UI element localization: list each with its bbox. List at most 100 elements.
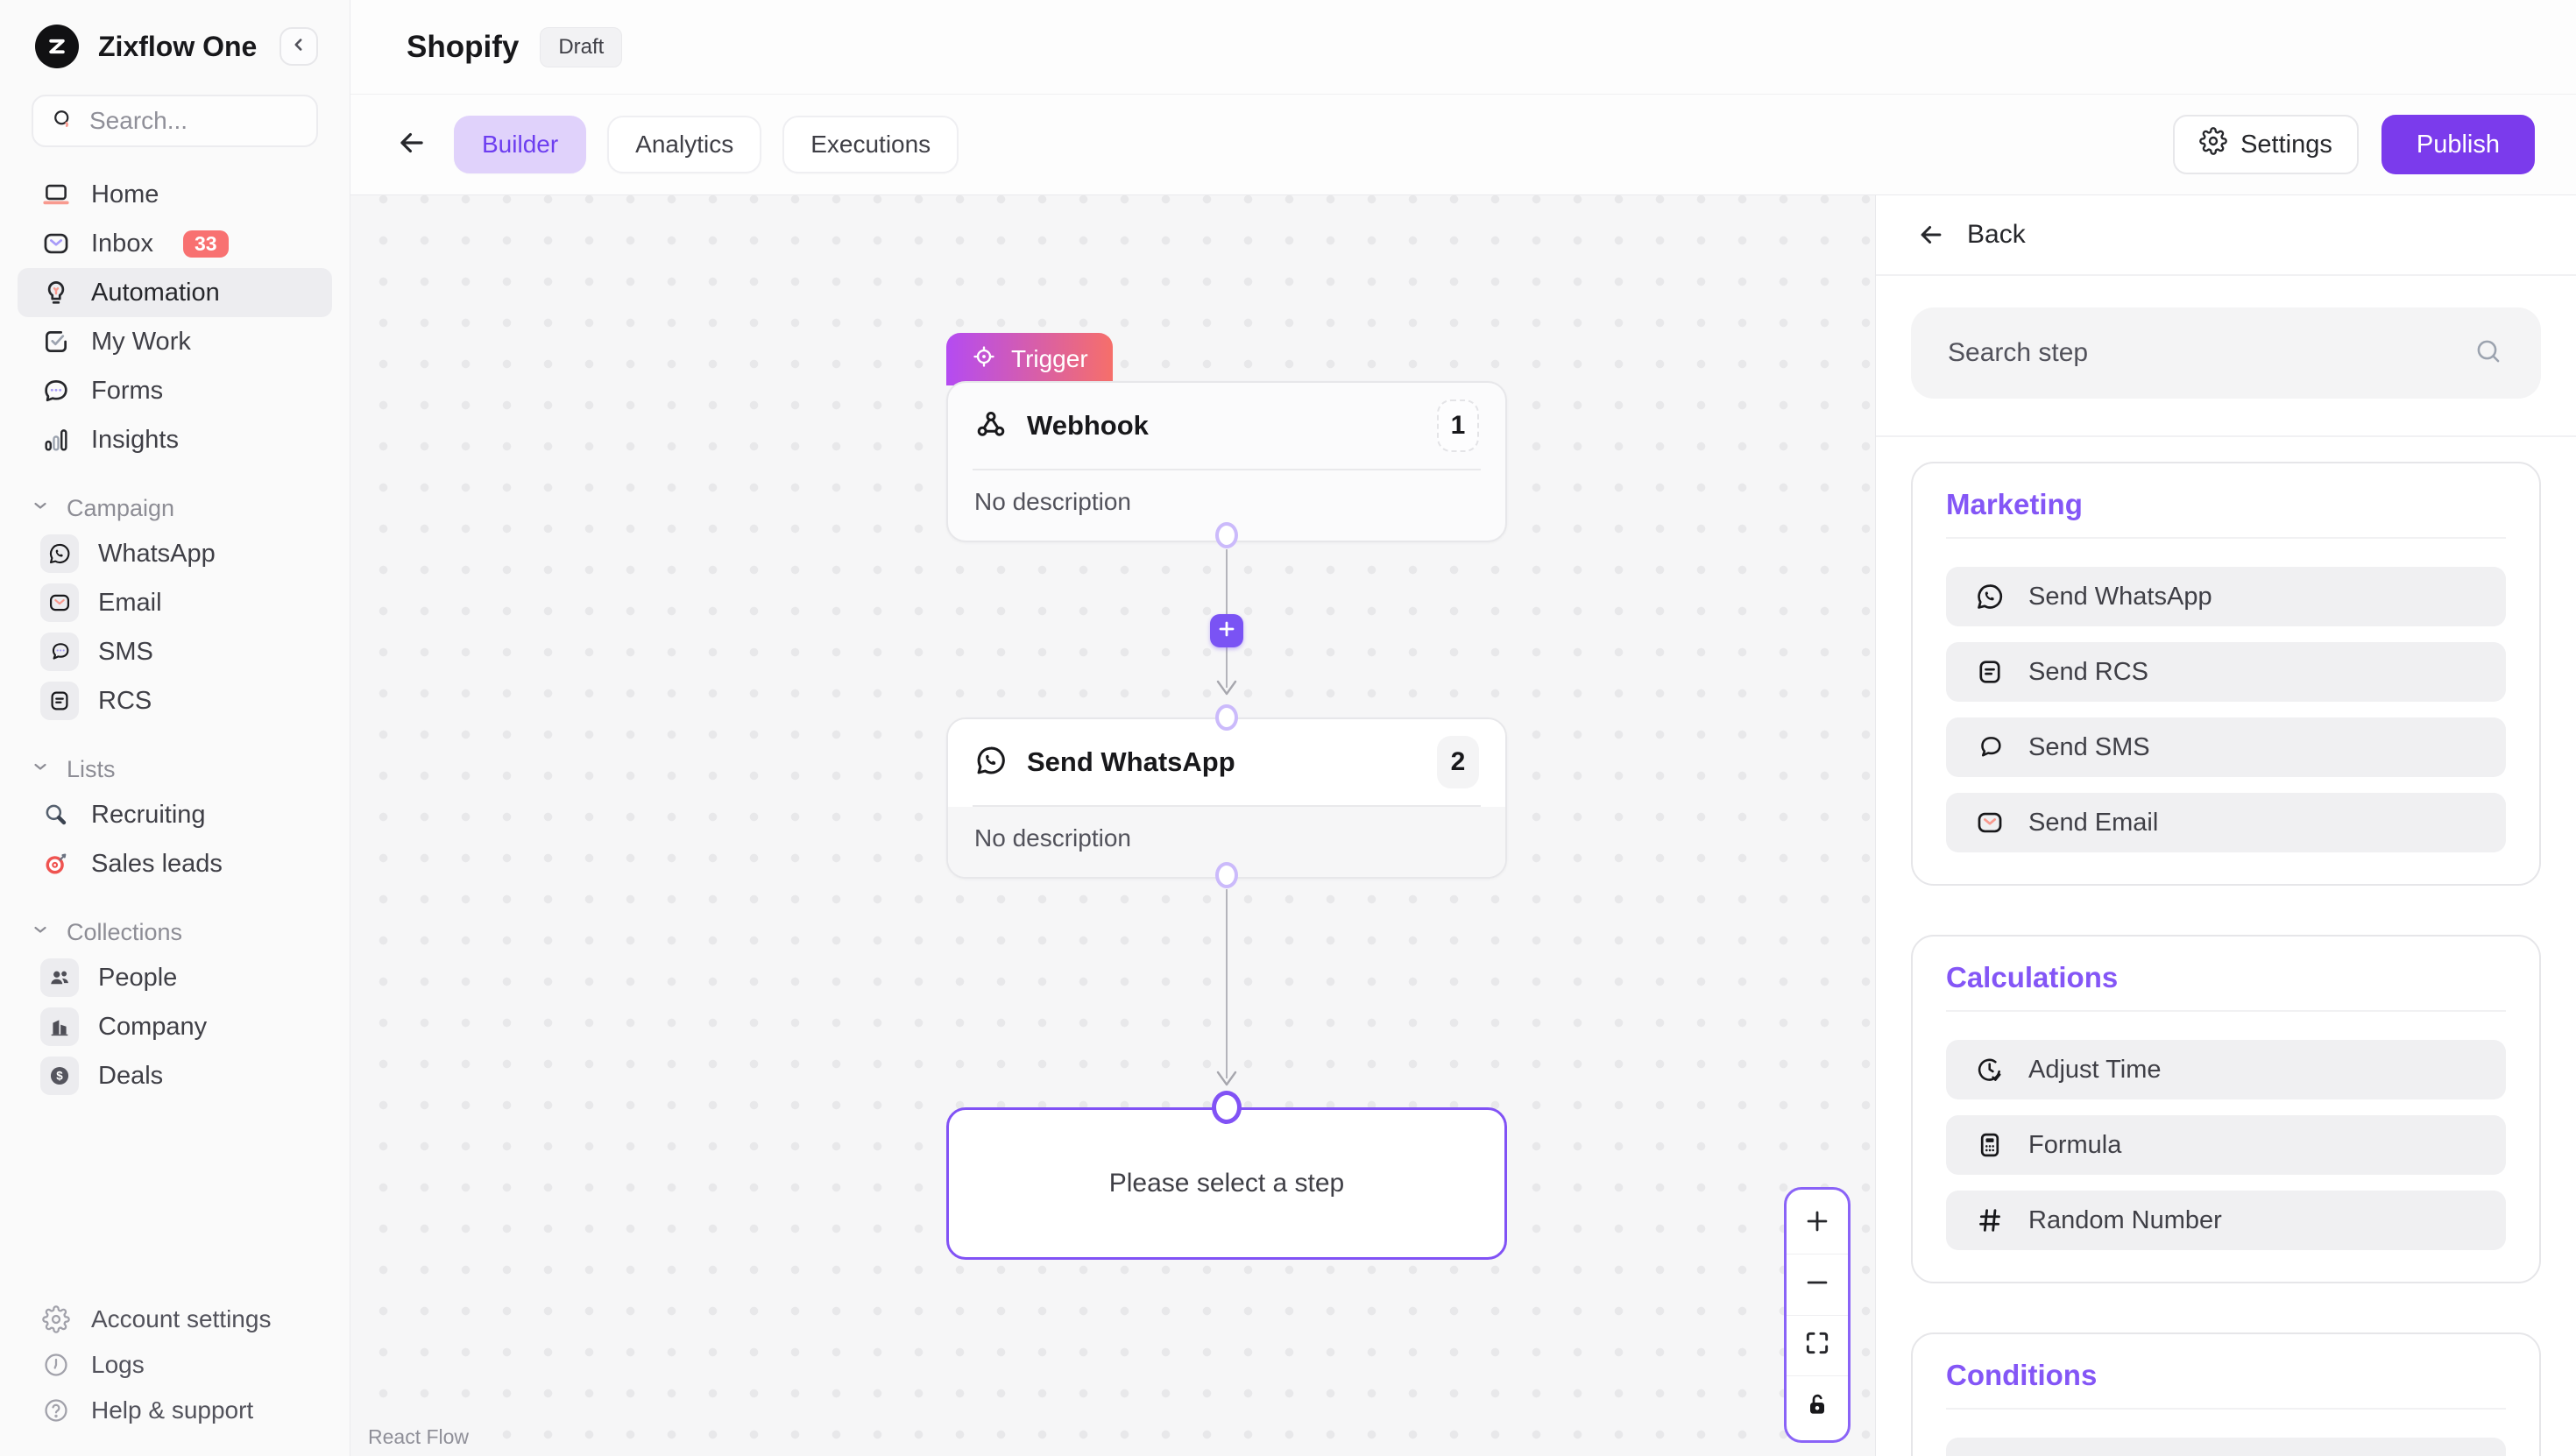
sidebar-item-insights[interactable]: Insights (18, 415, 332, 464)
section-header-lists[interactable]: Lists (18, 748, 332, 790)
page-title: Shopify (407, 29, 520, 64)
sidebar-item-forms[interactable]: Forms (18, 366, 332, 415)
workspace-name: Zixflow One (98, 30, 258, 62)
zixflow-logo (35, 25, 79, 68)
sidebar-item-recruiting[interactable]: Recruiting (18, 790, 332, 839)
back-button[interactable] (393, 125, 431, 164)
whatsapp-icon (974, 744, 1008, 781)
sidebar-item-people[interactable]: People (18, 953, 332, 1002)
sidebar-item-email[interactable]: Email (18, 578, 332, 627)
sidebar-section-lists: Lists Recruiting Sales leads (0, 748, 350, 888)
sidebar-item-label: People (98, 963, 178, 992)
step-item-label: Random Number (2028, 1205, 2222, 1234)
bar-chart-icon (40, 424, 72, 456)
node-title: Send WhatsApp (1027, 746, 1235, 777)
sidebar-item-inbox[interactable]: Inbox 33 (18, 219, 332, 268)
email-icon (1974, 807, 2006, 838)
add-step-button[interactable] (1210, 614, 1243, 647)
sidebar-nav: Home Inbox 33 Automation My Work (0, 170, 350, 464)
group-title: Conditions (1946, 1359, 2098, 1391)
divider (1946, 1010, 2506, 1012)
inbox-count-badge: 33 (182, 230, 229, 258)
fit-view-button[interactable] (1787, 1315, 1848, 1377)
divider (1946, 537, 2506, 539)
panel-back-row[interactable]: Back (1876, 195, 2576, 276)
node-webhook[interactable]: Webhook 1 No description (946, 381, 1507, 542)
search-input[interactable] (89, 107, 299, 135)
sidebar-item-my-work[interactable]: My Work (18, 317, 332, 366)
gear-icon (40, 1304, 72, 1335)
group-calculations: Calculations Adjust Time (1911, 935, 2541, 1283)
section-label: Collections (67, 918, 183, 945)
sidebar-search (32, 95, 318, 147)
trigger-badge-label: Trigger (1011, 345, 1088, 372)
sidebar-item-label: Recruiting (91, 800, 206, 829)
sidebar-item-sms[interactable]: SMS (18, 627, 332, 676)
section-header-campaign[interactable]: Campaign (18, 487, 332, 529)
sidebar-collapse-button[interactable] (280, 27, 318, 66)
node-header: Webhook 1 (948, 383, 1505, 469)
sidebar-item-logs[interactable]: Logs (18, 1342, 332, 1388)
sidebar-item-home[interactable]: Home (18, 170, 332, 219)
publish-button[interactable]: Publish (2381, 115, 2535, 174)
sidebar-item-sales-leads[interactable]: Sales leads (18, 839, 332, 888)
sidebar-item-account-settings[interactable]: Account settings (18, 1297, 332, 1342)
node-title: Webhook (1027, 410, 1149, 441)
target-handle-whatsapp[interactable] (1215, 704, 1238, 731)
settings-button[interactable]: Settings (2173, 115, 2359, 174)
react-flow-attribution[interactable]: React Flow (359, 1424, 478, 1451)
sidebar-item-rcs[interactable]: RCS (18, 676, 332, 725)
whatsapp-icon (1974, 581, 2006, 612)
sidebar-item-deals[interactable]: $ Deals (18, 1051, 332, 1100)
step-item-random-number[interactable]: Random Number (1946, 1191, 2506, 1250)
sidebar-item-help-support[interactable]: Help & support (18, 1388, 332, 1433)
sms-bubble-icon (1974, 732, 2006, 763)
sidebar: Zixflow One Home (0, 0, 350, 1456)
view-tabs: Builder Analytics Executions (454, 116, 959, 173)
node-step-placeholder[interactable]: Please select a step (946, 1107, 1507, 1260)
sidebar-item-label: Deals (98, 1061, 164, 1090)
sidebar-item-whatsapp[interactable]: WhatsApp (18, 529, 332, 578)
group-items: If / else (1946, 1438, 2506, 1456)
tab-builder[interactable]: Builder (454, 116, 587, 173)
step-item-formula[interactable]: Formula (1946, 1115, 2506, 1175)
step-item-send-rcs[interactable]: Send RCS (1946, 642, 2506, 702)
source-handle-whatsapp[interactable] (1215, 862, 1238, 888)
webhook-icon (974, 407, 1008, 445)
magnifier-emoji-icon (40, 799, 72, 830)
edge-arrowhead-icon (1214, 679, 1240, 703)
sidebar-footer: Account settings Logs Help & support (0, 1297, 350, 1433)
sidebar-item-automation[interactable]: Automation (18, 268, 332, 317)
step-item-send-whatsapp[interactable]: Send WhatsApp (1946, 567, 2506, 626)
step-item-if-else[interactable]: If / else (1946, 1438, 2506, 1456)
section-label: Lists (67, 755, 116, 782)
sidebar-item-company[interactable]: Company (18, 1002, 332, 1051)
source-handle-webhook[interactable] (1215, 522, 1238, 548)
flow-canvas[interactable]: Trigger Webhook 1 No description (350, 195, 1875, 1456)
group-title: Marketing (1946, 488, 2083, 520)
step-item-label: Send WhatsApp (2028, 582, 2212, 611)
group-items: Send WhatsApp Send RCS (1946, 567, 2506, 852)
step-item-adjust-time[interactable]: Adjust Time (1946, 1040, 2506, 1099)
node-send-whatsapp[interactable]: Send WhatsApp 2 No description (946, 717, 1507, 879)
lock-button[interactable] (1787, 1376, 1848, 1437)
node-divider (973, 805, 1481, 807)
node-divider (973, 469, 1481, 470)
step-item-send-email[interactable]: Send Email (1946, 793, 2506, 852)
tab-executions[interactable]: Executions (782, 116, 959, 173)
step-item-send-sms[interactable]: Send SMS (1946, 717, 2506, 777)
section-header-collections[interactable]: Collections (18, 911, 332, 953)
zoom-in-button[interactable] (1787, 1193, 1848, 1255)
sidebar-item-label: Home (91, 180, 159, 209)
target-handle-placeholder[interactable] (1212, 1091, 1242, 1124)
sidebar-item-label: WhatsApp (98, 539, 216, 568)
tab-analytics[interactable]: Analytics (607, 116, 762, 173)
search-icon (51, 107, 75, 136)
step-search (1911, 307, 2541, 399)
minus-icon (1802, 1268, 1832, 1302)
sms-bubble-icon (40, 633, 79, 671)
people-icon (40, 958, 79, 997)
zoom-out-button[interactable] (1787, 1254, 1848, 1316)
gear-icon (2199, 127, 2227, 162)
step-search-input[interactable] (1948, 338, 2455, 368)
